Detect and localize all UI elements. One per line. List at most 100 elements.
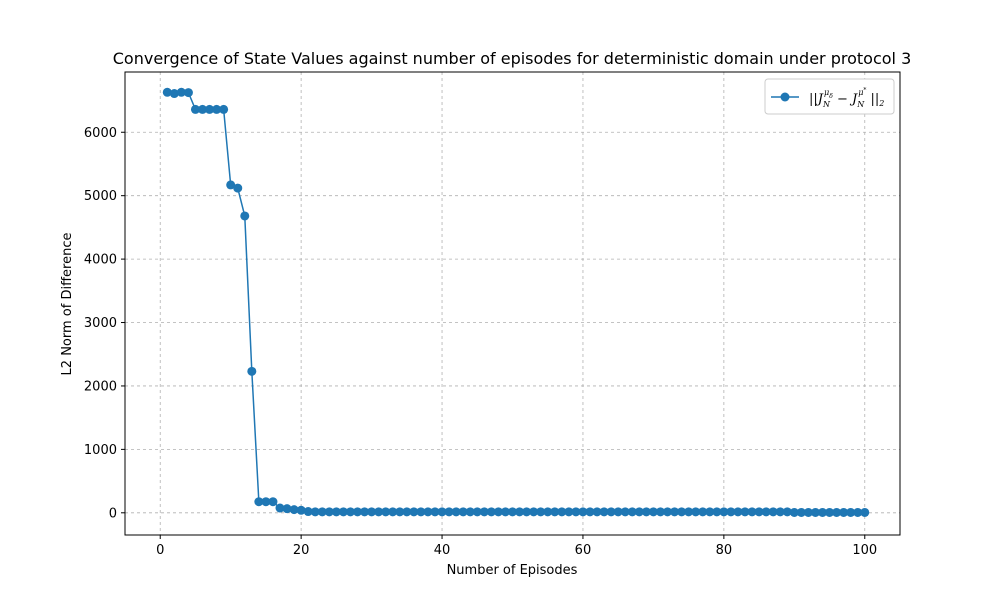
data-point [508,507,517,517]
data-point [529,507,539,517]
data-point [310,507,320,517]
y-tick-label: 4000 [84,253,117,268]
x-tick-label: 20 [293,543,310,558]
legend-box [764,78,895,115]
data-point [641,507,651,517]
x-axis-ticks: 0 20 40 60 80 100 [156,535,877,558]
data-point [430,507,440,517]
data-point [825,507,835,517]
x-tick-label: 60 [575,543,592,558]
data-point [775,507,785,517]
data-point [268,497,278,507]
data-point [500,507,510,517]
data-point [726,507,736,517]
data-point [698,507,708,517]
data-point [254,497,264,507]
data-point [747,507,757,517]
data-point [303,507,313,517]
data-point [331,507,341,517]
data-point [219,104,229,114]
y-tick-label: 2000 [84,379,117,394]
data-point [374,507,384,517]
data-point [360,507,370,517]
x-tick-label: 40 [434,543,451,558]
data-point [803,507,813,517]
data-point [578,507,588,517]
data-point [226,180,236,190]
data-point [282,504,292,514]
x-tick-label: 80 [716,543,733,558]
plot-frame [124,71,901,536]
data-point [627,507,637,517]
data-point [768,507,778,517]
data-point [860,507,870,517]
data-point [677,507,687,517]
data-point [338,507,348,517]
data-point [592,507,602,517]
data-point [782,507,792,517]
data-point [648,507,658,517]
data-point [684,507,694,517]
data-point [345,507,355,517]
grid-lines [125,72,900,535]
data-point [796,507,806,517]
data-point [190,104,200,114]
legend: ||JNμδ − JNμ* ||2 [764,78,895,115]
legend-label: ||JNμδ − JNμ* ||2 [809,87,884,109]
data-point [451,507,461,517]
data-point [162,87,172,97]
x-tick-label: 100 [852,543,877,558]
data-point [705,507,715,517]
data-point [198,104,207,114]
data-point [275,503,285,513]
data-point [599,507,609,517]
data-point [381,507,391,517]
data-point [493,507,503,517]
data-point [557,507,567,517]
data-point [839,507,849,517]
data-point [606,507,616,517]
data-point [655,507,665,517]
data-point [472,507,482,517]
data-point [458,507,468,517]
data-point [719,507,729,517]
data-point [754,507,764,517]
data-point [740,507,750,517]
data-point [818,507,827,517]
data-point [247,366,257,376]
data-point [296,505,306,515]
data-point [212,104,222,114]
data-point [169,89,179,99]
data-point [367,507,377,517]
data-point [444,507,454,517]
data-point [564,507,574,517]
data-point [522,507,532,517]
data-point [733,507,743,517]
data-point [536,507,546,517]
data-point [620,507,630,517]
data-point [183,88,193,98]
data-point [388,507,398,517]
data-point [324,507,334,517]
data-point [240,211,250,221]
data-point [465,507,475,517]
data-point [585,507,595,517]
data-point [176,87,186,97]
data-point [712,507,722,517]
data-point [571,507,581,517]
data-point [423,507,433,517]
x-axis-label: Number of Episodes [447,563,578,578]
data-point [550,507,560,517]
data-point [789,507,799,517]
data-point [613,507,623,517]
data-point [261,497,271,507]
data-point [353,507,362,517]
data-point [832,507,842,517]
data-point [853,507,863,517]
data-point [479,507,489,517]
plot-area [125,72,900,535]
data-point [205,104,215,114]
data-point [543,507,553,517]
data-point [233,183,243,193]
